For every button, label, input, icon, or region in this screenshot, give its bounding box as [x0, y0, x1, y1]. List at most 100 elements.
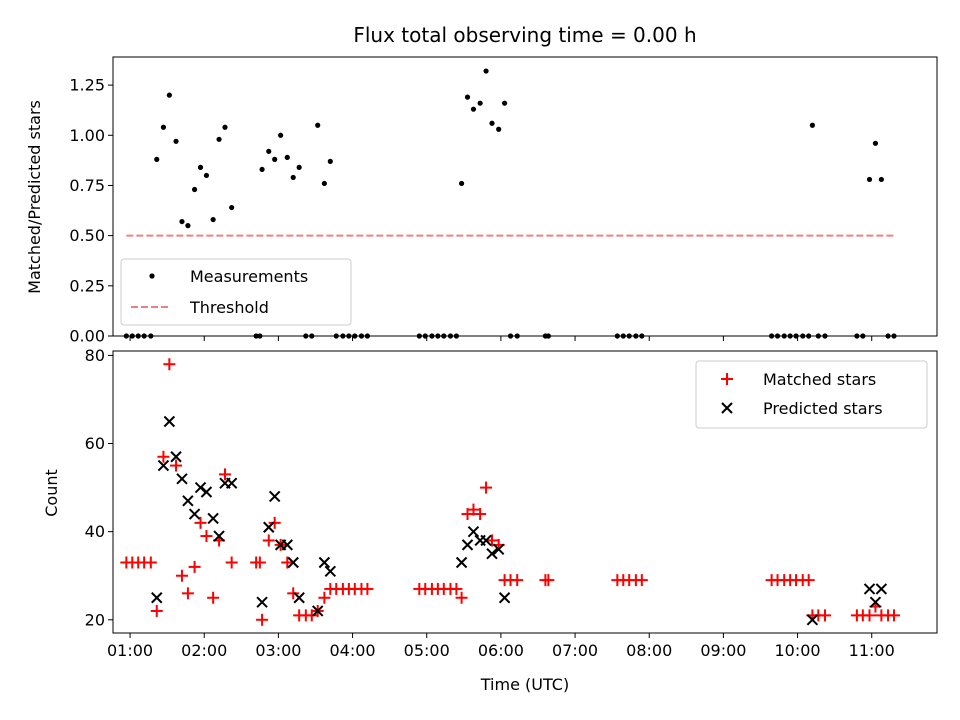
matched-star-point	[170, 459, 183, 472]
matched-star-point	[887, 609, 900, 622]
matched-star-point	[144, 556, 157, 569]
bottom-xtick-label: 09:00	[700, 641, 746, 660]
predicted-star-stroke-b	[869, 596, 882, 608]
predicted-star-point	[194, 481, 207, 494]
predicted-star-stroke-b	[498, 592, 511, 604]
predicted-star-stroke-b	[213, 530, 225, 542]
top-ticks: 0.00 0.25 0.50 0.75 1.00 1.25	[69, 76, 873, 346]
bottom-ylabel: Count	[42, 469, 61, 517]
matched-star-point	[194, 516, 207, 529]
matched-star-point	[150, 604, 163, 617]
measurement-point	[315, 122, 321, 128]
matched-star-point	[450, 582, 463, 595]
predicted-star-stroke-b	[182, 495, 194, 507]
measurement-point	[458, 180, 465, 187]
matched-star-point	[511, 574, 524, 587]
measurement-point	[210, 216, 216, 223]
matched-star-point	[467, 503, 480, 516]
predicted-star-stroke-b	[256, 596, 268, 608]
matched-star-point	[542, 574, 555, 587]
bottom-xtick-label: 08:00	[626, 641, 672, 660]
matched-star-point	[455, 591, 468, 604]
top-legend: Measurements Threshold	[120, 258, 352, 326]
bottom-xtick-label: 05:00	[404, 641, 450, 660]
measurement-point	[290, 174, 296, 181]
top-ytick-label: 0.50	[69, 226, 105, 245]
predicted-star-point	[225, 477, 238, 489]
measurement-point	[321, 180, 327, 187]
measurement-point	[173, 138, 179, 144]
bottom-legend-box	[695, 360, 928, 429]
predicted-star-point	[151, 592, 163, 604]
predicted-star-stroke-b	[293, 592, 305, 604]
measurement-point	[496, 126, 502, 132]
predicted-star-stroke-b	[863, 583, 876, 595]
predicted-star-point	[318, 556, 331, 569]
predicted-star-point	[170, 451, 182, 463]
predicted-star-stroke-b	[170, 451, 182, 463]
top-ytick-label: 1.25	[69, 76, 105, 95]
predicted-star-stroke-b	[324, 565, 337, 578]
bottom-xtick-label: 07:00	[552, 641, 598, 660]
bottom-xtick-label: 06:00	[478, 641, 524, 660]
predicted-star-point	[200, 486, 213, 498]
predicted-star-stroke-b	[268, 490, 281, 503]
matched-star-point	[262, 534, 275, 547]
bottom-ytick-label: 60	[85, 434, 105, 453]
top-ytick-label: 0.25	[69, 276, 105, 295]
matched-star-point	[863, 609, 876, 622]
predicted-star-point	[268, 490, 281, 503]
matched-star-point	[480, 481, 493, 494]
measurement-point	[878, 176, 884, 183]
bottom-legend: Matched stars Predicted stars	[695, 360, 928, 429]
bottom-axes-frame	[112, 350, 938, 634]
matched-star-point	[207, 591, 220, 604]
matched-star-point	[157, 450, 170, 463]
predicted-star-stroke-b	[157, 459, 170, 472]
bottom-xlabel: Time (UTC)	[480, 675, 569, 694]
matched-star-point	[287, 587, 300, 600]
predicted-star-stroke-b	[281, 539, 294, 551]
measurement-point	[477, 100, 483, 106]
bottom-xtick-label: 02:00	[181, 641, 227, 660]
predicted-star-point	[486, 547, 498, 560]
top-axes-frame	[112, 56, 938, 337]
measurement-point	[259, 166, 265, 173]
bottom-ticks: 20 40 60 80 01:00 02:00 03:00 04:00 05:00 06:00 07…	[85, 346, 895, 660]
bottom-panel: Count Time (UTC) 20 40 60 80 01:00 02:00 03:00…	[42, 346, 938, 694]
measurement-point	[483, 68, 489, 74]
measurement-point	[470, 106, 477, 112]
predicted-star-point	[256, 596, 268, 608]
measurement-point	[266, 148, 272, 154]
predicted-star-point	[875, 583, 888, 595]
legend-measurements-marker	[149, 273, 155, 279]
predicted-star-point	[467, 525, 480, 538]
legend-measurements-label: Measurements	[190, 267, 308, 286]
matched-star-point	[819, 609, 832, 622]
measurement-point	[278, 132, 284, 138]
measurement-point	[216, 136, 222, 142]
matched-star-point	[361, 582, 374, 595]
predicted-star-stroke-b	[461, 539, 474, 551]
predicted-star-point	[213, 530, 225, 542]
predicted-star-point	[287, 556, 299, 569]
predicted-star-point	[293, 592, 305, 604]
matched-star-point	[253, 556, 266, 569]
predicted-star-point	[176, 473, 188, 485]
measurement-point	[154, 156, 160, 162]
matched-star-point	[635, 574, 648, 587]
matched-star-point	[218, 468, 231, 481]
predicted-star-stroke-b	[163, 415, 176, 428]
predicted-star-point	[281, 539, 294, 551]
predicted-star-stroke-b	[480, 534, 492, 547]
predicted-star-stroke-b	[318, 556, 331, 569]
predicted-star-stroke-b	[486, 547, 498, 560]
predicted-star-point	[480, 534, 492, 547]
predicted-star-point	[498, 592, 511, 604]
matched-star-point	[281, 556, 294, 569]
predicted-star-stroke-b	[806, 614, 819, 626]
predicted-star-stroke-b	[194, 481, 207, 494]
predicted-star-point	[806, 614, 819, 626]
measurement-point	[502, 100, 508, 106]
predicted-star-point	[263, 521, 275, 533]
